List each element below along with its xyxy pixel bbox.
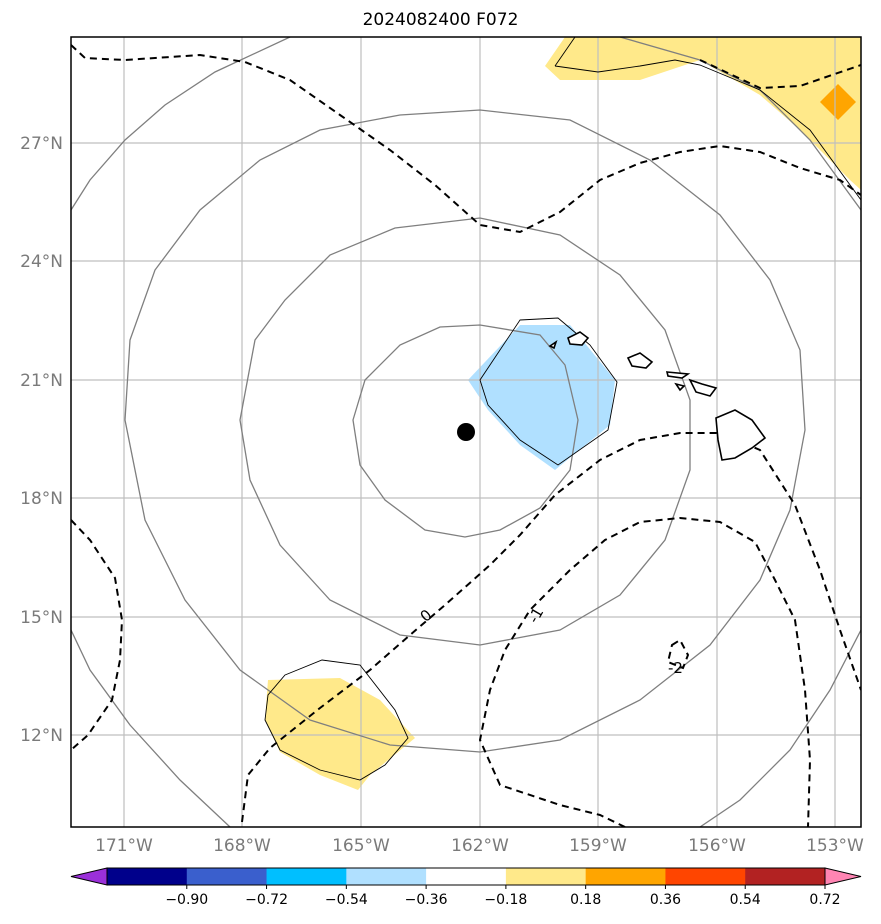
- storm-center-marker: [457, 423, 475, 441]
- lat-label-15n: 15°N: [20, 608, 63, 628]
- plot-area: [71, 37, 861, 827]
- hawaii-islands: [548, 331, 767, 461]
- colorbar-extend-low: [70, 867, 108, 886]
- colorbar-segment: [266, 868, 347, 885]
- range-ring-2: [239, 217, 691, 646]
- island-molokai: [665, 371, 691, 379]
- shade-orange-northeast: [820, 84, 856, 120]
- colorbar: −0.90 −0.72 −0.54 −0.36 −0.18 0.18 0.36 0.54 0.7…: [70, 867, 862, 908]
- lon-label-159w: 159°W: [569, 836, 627, 856]
- lon-label-165w: 165°W: [332, 836, 390, 856]
- island-big: [715, 409, 767, 461]
- colorbar-tick-label: 0.36: [650, 892, 681, 908]
- range-ring-4-southeast: [699, 629, 861, 827]
- map-title: 2024082400 F072: [362, 10, 519, 30]
- colorbar-tick-label: −0.36: [405, 892, 448, 908]
- lat-label-18n: 18°N: [20, 489, 63, 509]
- colorbar-segment: [665, 868, 746, 885]
- colorbar-segment: [186, 868, 268, 885]
- colorbar-tick-label: −0.90: [165, 892, 208, 908]
- island-oahu: [626, 352, 654, 369]
- colorbar-segment: [745, 868, 826, 885]
- colorbar-segment: [585, 868, 666, 885]
- contour-northeast: [699, 59, 861, 90]
- lat-label-24n: 24°N: [20, 252, 63, 272]
- lon-label-162w: 162°W: [451, 836, 509, 856]
- range-ring-4-south: [71, 629, 231, 827]
- gridlines: [71, 37, 861, 827]
- contour-zero: [241, 432, 861, 823]
- island-maui: [688, 378, 718, 397]
- colorbar-tick-label: 0.54: [730, 892, 761, 908]
- range-ring-1: [352, 324, 579, 538]
- colorbar-tick-label: 0.18: [570, 892, 601, 908]
- colorbar-segment: [505, 868, 587, 885]
- contour-minus-one: [478, 516, 812, 827]
- lat-label-21n: 21°N: [20, 371, 63, 391]
- lon-label-153w: 153°W: [806, 836, 864, 856]
- lat-label-27n: 27°N: [20, 134, 63, 154]
- colorbar-tick-label: −0.72: [245, 892, 288, 908]
- colorbar-tick-label: −0.54: [325, 892, 368, 908]
- shade-yellow-northeast: [545, 37, 861, 190]
- contour-west: [71, 519, 124, 751]
- range-ring-3: [124, 109, 806, 753]
- contour-label-minus-two: -2: [668, 659, 683, 677]
- shade-yellow-southwest: [265, 678, 415, 790]
- lat-label-12n: 12°N: [20, 726, 63, 746]
- colorbar-extend-high: [824, 867, 862, 886]
- contour-label-minus-one: -1: [524, 604, 547, 626]
- colorbar-tick-label: 0.72: [809, 892, 840, 908]
- map-frame: [70, 36, 862, 828]
- range-ring-4: [71, 37, 291, 211]
- lon-label-171w: 171°W: [95, 836, 153, 856]
- island-kauai: [567, 331, 590, 346]
- lon-label-156w: 156°W: [688, 836, 746, 856]
- colorbar-tick-label: −0.18: [484, 892, 527, 908]
- range-rings: [71, 37, 861, 827]
- island-lanai: [674, 382, 686, 392]
- colorbar-segment: [346, 868, 427, 885]
- shade-lightblue-central: [468, 325, 615, 470]
- shade-outlines: [264, 37, 861, 781]
- colorbar-frame: [106, 867, 826, 886]
- island-niihau: [548, 340, 558, 350]
- lon-label-168w: 168°W: [213, 836, 271, 856]
- colorbar-segment: [107, 868, 188, 885]
- colorbar-segment: [426, 868, 507, 885]
- dashed-contours: [71, 44, 861, 827]
